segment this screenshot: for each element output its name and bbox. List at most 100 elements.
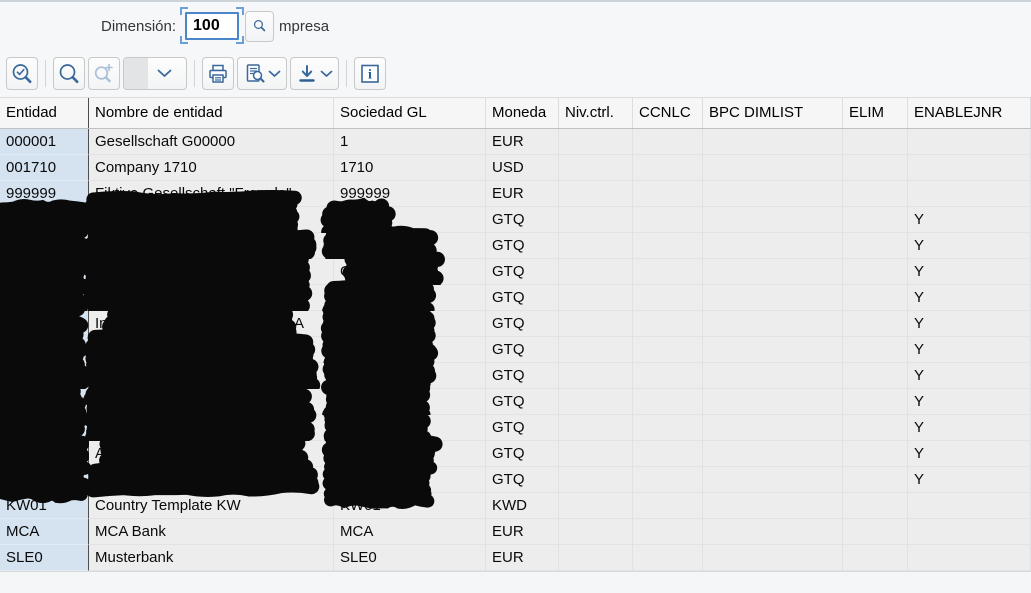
search-button[interactable] [53,57,85,90]
cell-entidad[interactable]: SLE0 [0,545,89,571]
cell-ccnlc[interactable] [633,311,703,337]
cell-bpc[interactable] [703,129,843,155]
cell-nivctrl[interactable] [559,467,633,493]
cell-entidad[interactable] [0,380,89,424]
cell-entidad[interactable] [0,458,92,504]
cell-enablejnr[interactable] [908,155,1031,181]
matchcode-button[interactable] [245,10,275,42]
cell-bpc[interactable] [703,337,843,363]
cell-enablejnr[interactable]: Y [908,467,1031,493]
cell-sociedad[interactable]: G [334,248,486,295]
cell-elim[interactable] [843,207,908,233]
layout-select[interactable] [123,57,187,90]
cell-enablejnr[interactable]: Y [908,233,1031,259]
export-button[interactable] [290,57,339,90]
cell-elim[interactable] [843,467,908,493]
cell-moneda[interactable]: USD [486,155,559,181]
cell-entidad[interactable]: MCA [0,519,89,545]
cell-ccnlc[interactable] [633,519,703,545]
cell-entidad[interactable]: 999999 [0,181,89,207]
cell-nombre[interactable] [83,382,334,422]
cell-sociedad[interactable]: SLE0 [334,545,486,571]
cell-enablejnr[interactable] [908,519,1031,545]
cell-sociedad[interactable] [322,277,486,321]
cell-nombre[interactable] [83,277,334,318]
cell-moneda[interactable]: GTQ [486,337,559,363]
cell-nivctrl[interactable] [559,129,633,155]
cell-moneda[interactable]: GTQ [486,389,559,415]
cell-sociedad[interactable] [320,302,486,348]
cell-nivctrl[interactable] [559,311,633,337]
cell-ccnlc[interactable] [633,337,703,363]
cell-entidad[interactable] [0,199,91,243]
cell-entidad[interactable] [0,251,89,293]
cell-nombre[interactable]: In A [89,303,334,343]
cell-ccnlc[interactable] [633,181,703,207]
cell-bpc[interactable] [703,441,843,467]
cell-nivctrl[interactable] [559,545,633,571]
cell-ccnlc[interactable] [633,545,703,571]
cell-bpc[interactable] [703,155,843,181]
cell-elim[interactable] [843,441,908,467]
column-header-bpc[interactable]: BPC DIMLIST [703,98,843,128]
cell-bpc[interactable] [703,363,843,389]
cell-bpc[interactable] [703,259,843,285]
cell-elim[interactable] [843,415,908,441]
cell-ccnlc[interactable] [633,467,703,493]
cell-nivctrl[interactable] [559,363,633,389]
dimension-input[interactable] [185,12,240,40]
cell-entidad[interactable] [0,274,91,321]
cell-sociedad[interactable] [321,432,486,475]
cell-elim[interactable] [843,285,908,311]
cell-bpc[interactable] [703,181,843,207]
cell-elim[interactable] [843,155,908,181]
cell-nivctrl[interactable] [559,493,633,519]
cell-enablejnr[interactable]: Y [908,441,1031,467]
cell-ccnlc[interactable] [633,415,703,441]
cell-ccnlc[interactable] [633,389,703,415]
cell-enablejnr[interactable]: Y [908,363,1031,389]
cell-sociedad[interactable] [321,327,486,372]
cell-moneda[interactable]: GTQ [486,415,559,441]
cell-sociedad[interactable] [322,353,486,398]
cell-elim[interactable] [843,311,908,337]
cell-elim[interactable] [843,129,908,155]
cell-nombre[interactable] [85,459,334,498]
cell-enablejnr[interactable] [908,181,1031,207]
cell-sociedad[interactable] [322,458,486,509]
cell-nivctrl[interactable] [559,519,633,545]
cell-sociedad[interactable]: 1 [334,129,486,155]
cell-bpc[interactable] [703,519,843,545]
cell-elim[interactable] [843,259,908,285]
cell-nivctrl[interactable] [559,285,633,311]
cell-moneda[interactable]: KWD [486,493,559,519]
cell-bpc[interactable] [703,285,843,311]
cell-entidad[interactable] [0,408,89,448]
cell-nombre[interactable]: Fiktive Gesellschaft "Fremde" [89,181,334,207]
cell-enablejnr[interactable]: Y [908,259,1031,285]
cell-elim[interactable] [843,545,908,571]
print-button[interactable] [202,57,234,90]
cell-nivctrl[interactable] [559,415,633,441]
cell-nombre[interactable] [83,407,334,447]
cell-ccnlc[interactable] [633,129,703,155]
cell-moneda[interactable]: EUR [486,181,559,207]
cell-nivctrl[interactable] [559,337,633,363]
cell-sociedad[interactable] [320,197,486,241]
cell-nombre[interactable] [84,329,334,371]
cell-nivctrl[interactable] [559,181,633,207]
cell-nombre[interactable]: Country Template KW [89,493,334,519]
column-header-nivctrl[interactable]: Niv.ctrl. [559,98,633,128]
cell-moneda[interactable]: EUR [486,129,559,155]
cell-entidad[interactable]: 000001 [0,129,89,155]
cell-ccnlc[interactable] [633,441,703,467]
cell-nombre[interactable]: A [89,435,334,472]
cell-ccnlc[interactable] [633,363,703,389]
cell-enablejnr[interactable]: Y [908,415,1031,441]
cell-nombre[interactable]: Company 1710 [89,155,334,181]
column-header-ccnlc[interactable]: CCNLC [633,98,703,128]
column-header-entidad[interactable]: Entidad [0,98,89,128]
cell-sociedad[interactable]: MCA [334,519,486,545]
column-header-sociedad[interactable]: Sociedad GL [334,98,486,128]
column-header-moneda[interactable]: Moneda [486,98,559,128]
